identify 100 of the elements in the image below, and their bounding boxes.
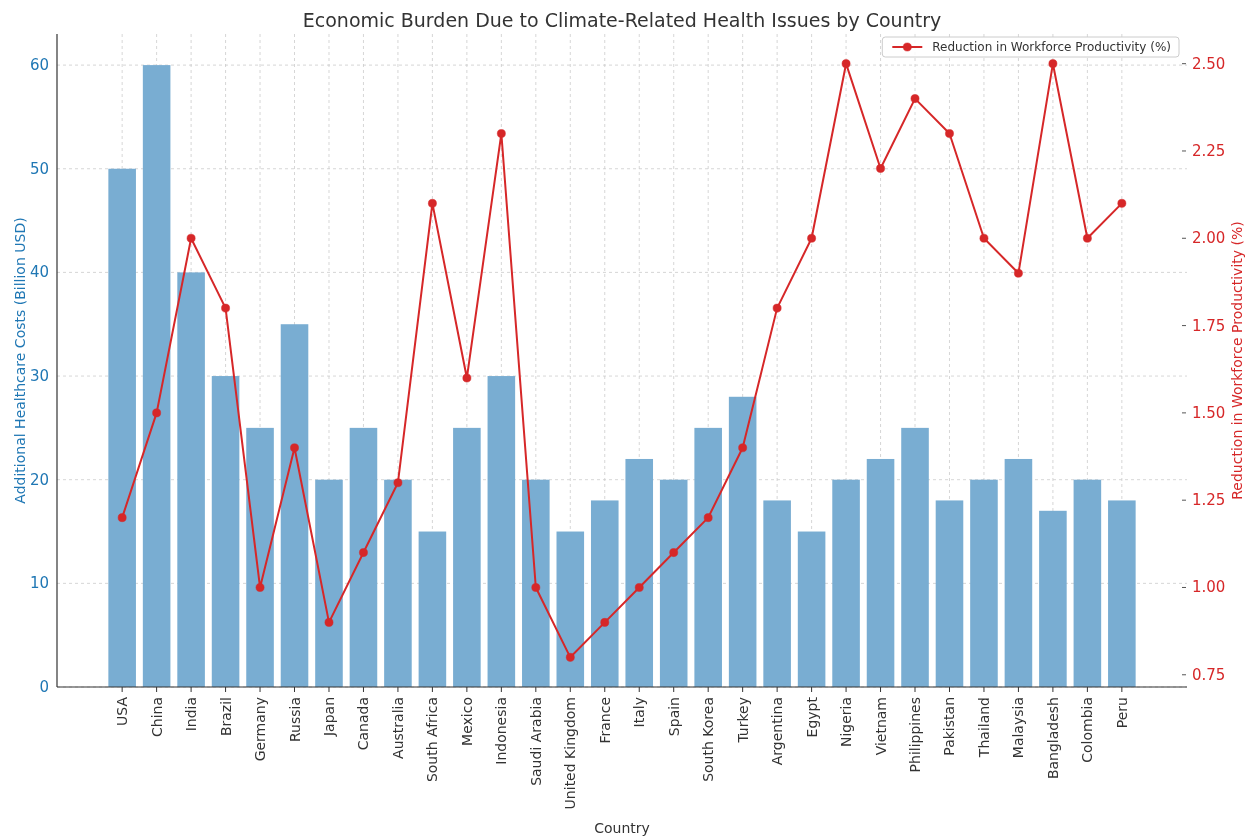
x-tick-label: France (596, 697, 613, 744)
x-tick-label: Spain (665, 697, 682, 737)
x-tick-label: Vietnam (872, 697, 889, 756)
bar (142, 65, 171, 687)
bar (763, 500, 791, 687)
x-tick-label: Thailand (975, 697, 992, 759)
x-tick-label: Brazil (217, 697, 234, 737)
point (393, 478, 403, 488)
point (152, 408, 161, 418)
x-tick-label: Colombia (1079, 697, 1096, 763)
y2-tick-label: 1.25 (1192, 491, 1226, 510)
point (945, 129, 954, 138)
bar (556, 531, 585, 687)
y-tick-label: 10 (29, 574, 49, 593)
bar (625, 458, 654, 687)
bar (728, 396, 757, 687)
x-tick-label: China (148, 697, 165, 737)
bar (349, 427, 378, 687)
y-tick-label: 60 (29, 56, 49, 75)
bar (108, 168, 136, 687)
point (634, 583, 644, 592)
point (186, 233, 196, 243)
point (738, 443, 747, 453)
x-tick-label: Saudi Arabia (527, 697, 544, 786)
point (841, 59, 851, 68)
x-tick-label: Italy (631, 697, 648, 728)
point (703, 513, 713, 522)
y-tick-label: 30 (29, 367, 49, 386)
x-tick-label: Mexico (458, 697, 475, 746)
point (979, 233, 989, 243)
bar (797, 531, 826, 687)
y2-tick-label: 2.00 (1192, 229, 1226, 248)
x-tick-label: Turkey (734, 697, 751, 744)
chart-title: Economic Burden Due to Climate-Related Health Issues by Country (302, 9, 942, 31)
bar (832, 479, 860, 687)
bar (315, 479, 343, 687)
point (772, 303, 782, 313)
x-tick-label: South Korea (700, 697, 717, 782)
bar (177, 272, 205, 687)
x-tick-label: Nigeria (838, 697, 855, 748)
point (359, 548, 368, 557)
y2-tick-label: 0.75 (1192, 665, 1226, 684)
y2-tick-label: 1.50 (1192, 403, 1226, 422)
point (117, 513, 127, 522)
x-tick-label: Egypt (803, 696, 820, 738)
y2-axis-title: Reduction in Workforce Productivity (%) (1229, 221, 1245, 500)
legend-label: Reduction in Workforce Productivity (%) (932, 40, 1171, 54)
point (221, 303, 230, 313)
x-tick-label: Pakistan (941, 697, 958, 756)
x-tick-label: India (183, 697, 200, 732)
x-tick-label: USA (114, 696, 131, 726)
bar (866, 458, 895, 687)
point (876, 164, 885, 173)
y-tick-label: 50 (29, 159, 49, 178)
point (1117, 199, 1127, 208)
x-tick-label: Canada (355, 697, 372, 751)
bar (694, 427, 722, 687)
bar (1004, 458, 1033, 687)
bar (418, 531, 447, 687)
bar (901, 427, 929, 687)
point (324, 618, 334, 627)
point (669, 548, 679, 557)
bar (590, 500, 619, 687)
bar (453, 427, 481, 687)
bar (1073, 479, 1102, 687)
bar (1039, 510, 1067, 687)
point (1014, 268, 1023, 278)
point (255, 583, 265, 592)
y-tick-label: 20 (29, 470, 49, 489)
y2-tick-label: 1.00 (1192, 578, 1226, 597)
point (290, 443, 299, 453)
point (531, 583, 541, 592)
point (910, 94, 920, 103)
bar (384, 479, 412, 687)
y-tick-label: 40 (29, 263, 49, 282)
bar (246, 427, 274, 687)
point (565, 653, 575, 662)
bar (522, 479, 550, 687)
bar (487, 376, 516, 687)
bar (280, 324, 309, 687)
point (428, 199, 437, 208)
x-tick-label: Philippines (907, 697, 924, 773)
y-tick-label: 0 (39, 678, 49, 696)
point (462, 373, 472, 383)
x-axis-title: Country (594, 820, 650, 836)
x-tick-label: Japan (320, 697, 337, 738)
x-tick-label: Australia (389, 697, 406, 759)
y2-tick-label: 1.75 (1192, 316, 1226, 335)
point (1048, 59, 1058, 68)
y2-tick-label: 2.25 (1192, 141, 1226, 160)
x-tick-label: Argentina (769, 697, 786, 766)
bar (659, 479, 688, 687)
point (1083, 233, 1092, 243)
bar (1108, 500, 1136, 687)
point (497, 129, 506, 138)
point (807, 233, 816, 243)
y-axis-title: Additional Healthcare Costs (Billion USD) (12, 217, 28, 504)
bar (970, 479, 998, 687)
x-tick-label: Russia (286, 697, 303, 743)
y2-tick-label: 2.50 (1192, 54, 1226, 73)
